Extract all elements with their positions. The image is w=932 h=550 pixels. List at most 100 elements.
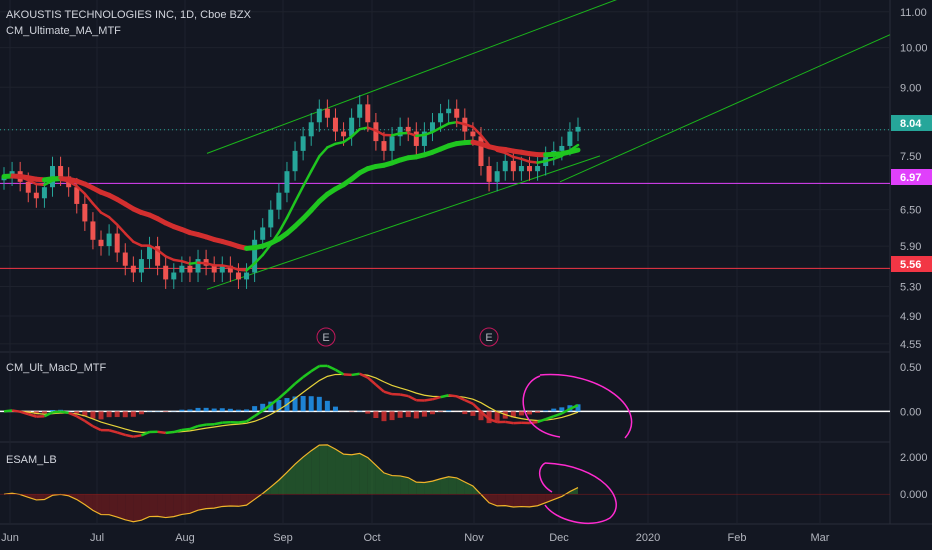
macd-line-segment <box>278 390 288 400</box>
price-axis-label: 9.00 <box>900 82 921 94</box>
macd-histogram-bar <box>438 411 444 412</box>
fast-ma-segment <box>390 132 402 137</box>
esam-area-segment <box>351 453 360 495</box>
esam-area-segment <box>505 494 514 508</box>
esam-area-segment <box>311 445 320 495</box>
candle-body <box>421 131 427 146</box>
candle-body <box>494 171 500 182</box>
earnings-marker-label: E <box>485 332 492 344</box>
macd-histogram-bar <box>421 411 427 417</box>
candle-body <box>486 166 492 182</box>
macd-line-segment <box>213 421 223 426</box>
macd-line-segment <box>310 364 320 373</box>
candle-body <box>268 209 274 228</box>
time-axis[interactable]: Jun Jul Aug Sep Oct Nov Dec 2020 Feb Mar <box>1 532 830 544</box>
macd-line-segment <box>366 376 377 386</box>
fast-ma-segment <box>374 129 386 137</box>
earnings-marker[interactable]: E <box>316 327 336 347</box>
esam-area-segment <box>149 494 158 517</box>
macd-line-segment <box>343 373 352 377</box>
symbol-title[interactable]: AKOUSTIS TECHNOLOGIES INC, 1D, Cboe BZX <box>6 9 252 21</box>
macd-pane <box>0 364 890 438</box>
macd-line-segment <box>76 415 86 423</box>
annotations <box>522 373 633 525</box>
ma-indicator-label[interactable]: CM_Ultimate_MA_MTF <box>6 25 121 37</box>
macd-line-segment <box>424 398 433 402</box>
macd-line-segment <box>52 410 61 414</box>
magenta-level-tag: 6.97 <box>891 169 932 185</box>
macd-line-segment <box>189 424 199 431</box>
candle-body <box>446 108 452 114</box>
candle-body <box>454 108 460 118</box>
horizontal-levels <box>0 129 890 269</box>
macd-histogram-bar <box>114 411 120 418</box>
esam-area-segment <box>125 494 134 522</box>
esam-area-segment <box>165 494 174 518</box>
esam-area-segment <box>214 494 223 509</box>
macd-line-segment <box>537 418 547 424</box>
fast-ma-segment <box>10 174 22 178</box>
esam-area-segment <box>92 494 102 515</box>
macd-histogram-bar <box>292 396 298 412</box>
esam-area-segment <box>529 494 538 507</box>
macd-line-segment <box>27 413 37 418</box>
candle-body <box>518 166 524 172</box>
macd-histogram-bar <box>58 409 64 412</box>
candle-body <box>260 227 266 240</box>
time-axis-label: Oct <box>363 532 380 544</box>
candle-body <box>413 131 419 146</box>
fast-ma-segment <box>115 223 127 235</box>
macd-line-segment <box>383 390 393 396</box>
fast-ma-segment <box>67 180 79 188</box>
fast-ma-segment <box>463 122 475 129</box>
fast-ma-segment <box>221 264 232 269</box>
macd-histogram-bar <box>478 411 484 421</box>
candle-body <box>575 126 581 132</box>
fast-ma-segment <box>309 155 321 173</box>
esam-area-segment <box>359 453 368 495</box>
macd-line-segment <box>432 395 441 401</box>
esam-circle-annotation <box>538 462 617 525</box>
fast-ma-segment <box>431 126 442 134</box>
price-axis[interactable]: 11.00 10.00 9.00 7.50 6.50 5.90 5.30 4.90 4.55 0.… <box>900 7 928 501</box>
macd-histogram-bar <box>332 406 338 412</box>
macd-line-segment <box>399 393 409 398</box>
macd-indicator-label[interactable]: CM_Ult_MacD_MTF <box>6 362 107 374</box>
candle-body <box>276 192 282 210</box>
esam-area-segment <box>408 477 417 495</box>
fast-ma-segment <box>83 192 95 205</box>
fast-ma-segment <box>552 154 564 161</box>
candle-body <box>357 104 363 118</box>
macd-histogram-bar <box>98 411 104 420</box>
macd-line-segment <box>92 425 102 432</box>
candle-body <box>292 150 298 172</box>
moving-averages <box>1 120 581 272</box>
candle-body <box>332 117 338 132</box>
candle-body <box>316 108 322 123</box>
fast-ma-segment <box>536 159 547 164</box>
earnings-marker[interactable]: E <box>479 327 499 347</box>
macd-histogram-bar <box>381 411 387 422</box>
esam-area-segment <box>416 482 425 495</box>
macd-line-segment <box>133 434 142 438</box>
fast-ma-segment <box>447 120 458 125</box>
candle-body <box>227 265 233 273</box>
red-level-value: 5.56 <box>900 259 921 271</box>
macd-histogram-bar <box>122 411 128 418</box>
esam-area-segment <box>343 454 352 495</box>
candle-body <box>171 272 177 280</box>
earnings-marker-label: E <box>322 332 329 344</box>
macd-histogram-bar <box>82 411 88 417</box>
price-axis-label: 5.90 <box>900 241 921 253</box>
fast-ma-segment <box>487 143 499 152</box>
esam-indicator-label[interactable]: ESAM_LB <box>6 454 57 466</box>
macd-line-segment <box>68 411 78 418</box>
fast-ma-segment <box>520 157 531 163</box>
macd-line-segment <box>60 410 69 415</box>
macd-line-segment <box>440 394 449 399</box>
macd-histogram-bar <box>130 411 136 417</box>
esam-area-segment <box>383 472 393 495</box>
candle-body <box>429 122 435 132</box>
fast-ma-segment <box>479 133 491 147</box>
